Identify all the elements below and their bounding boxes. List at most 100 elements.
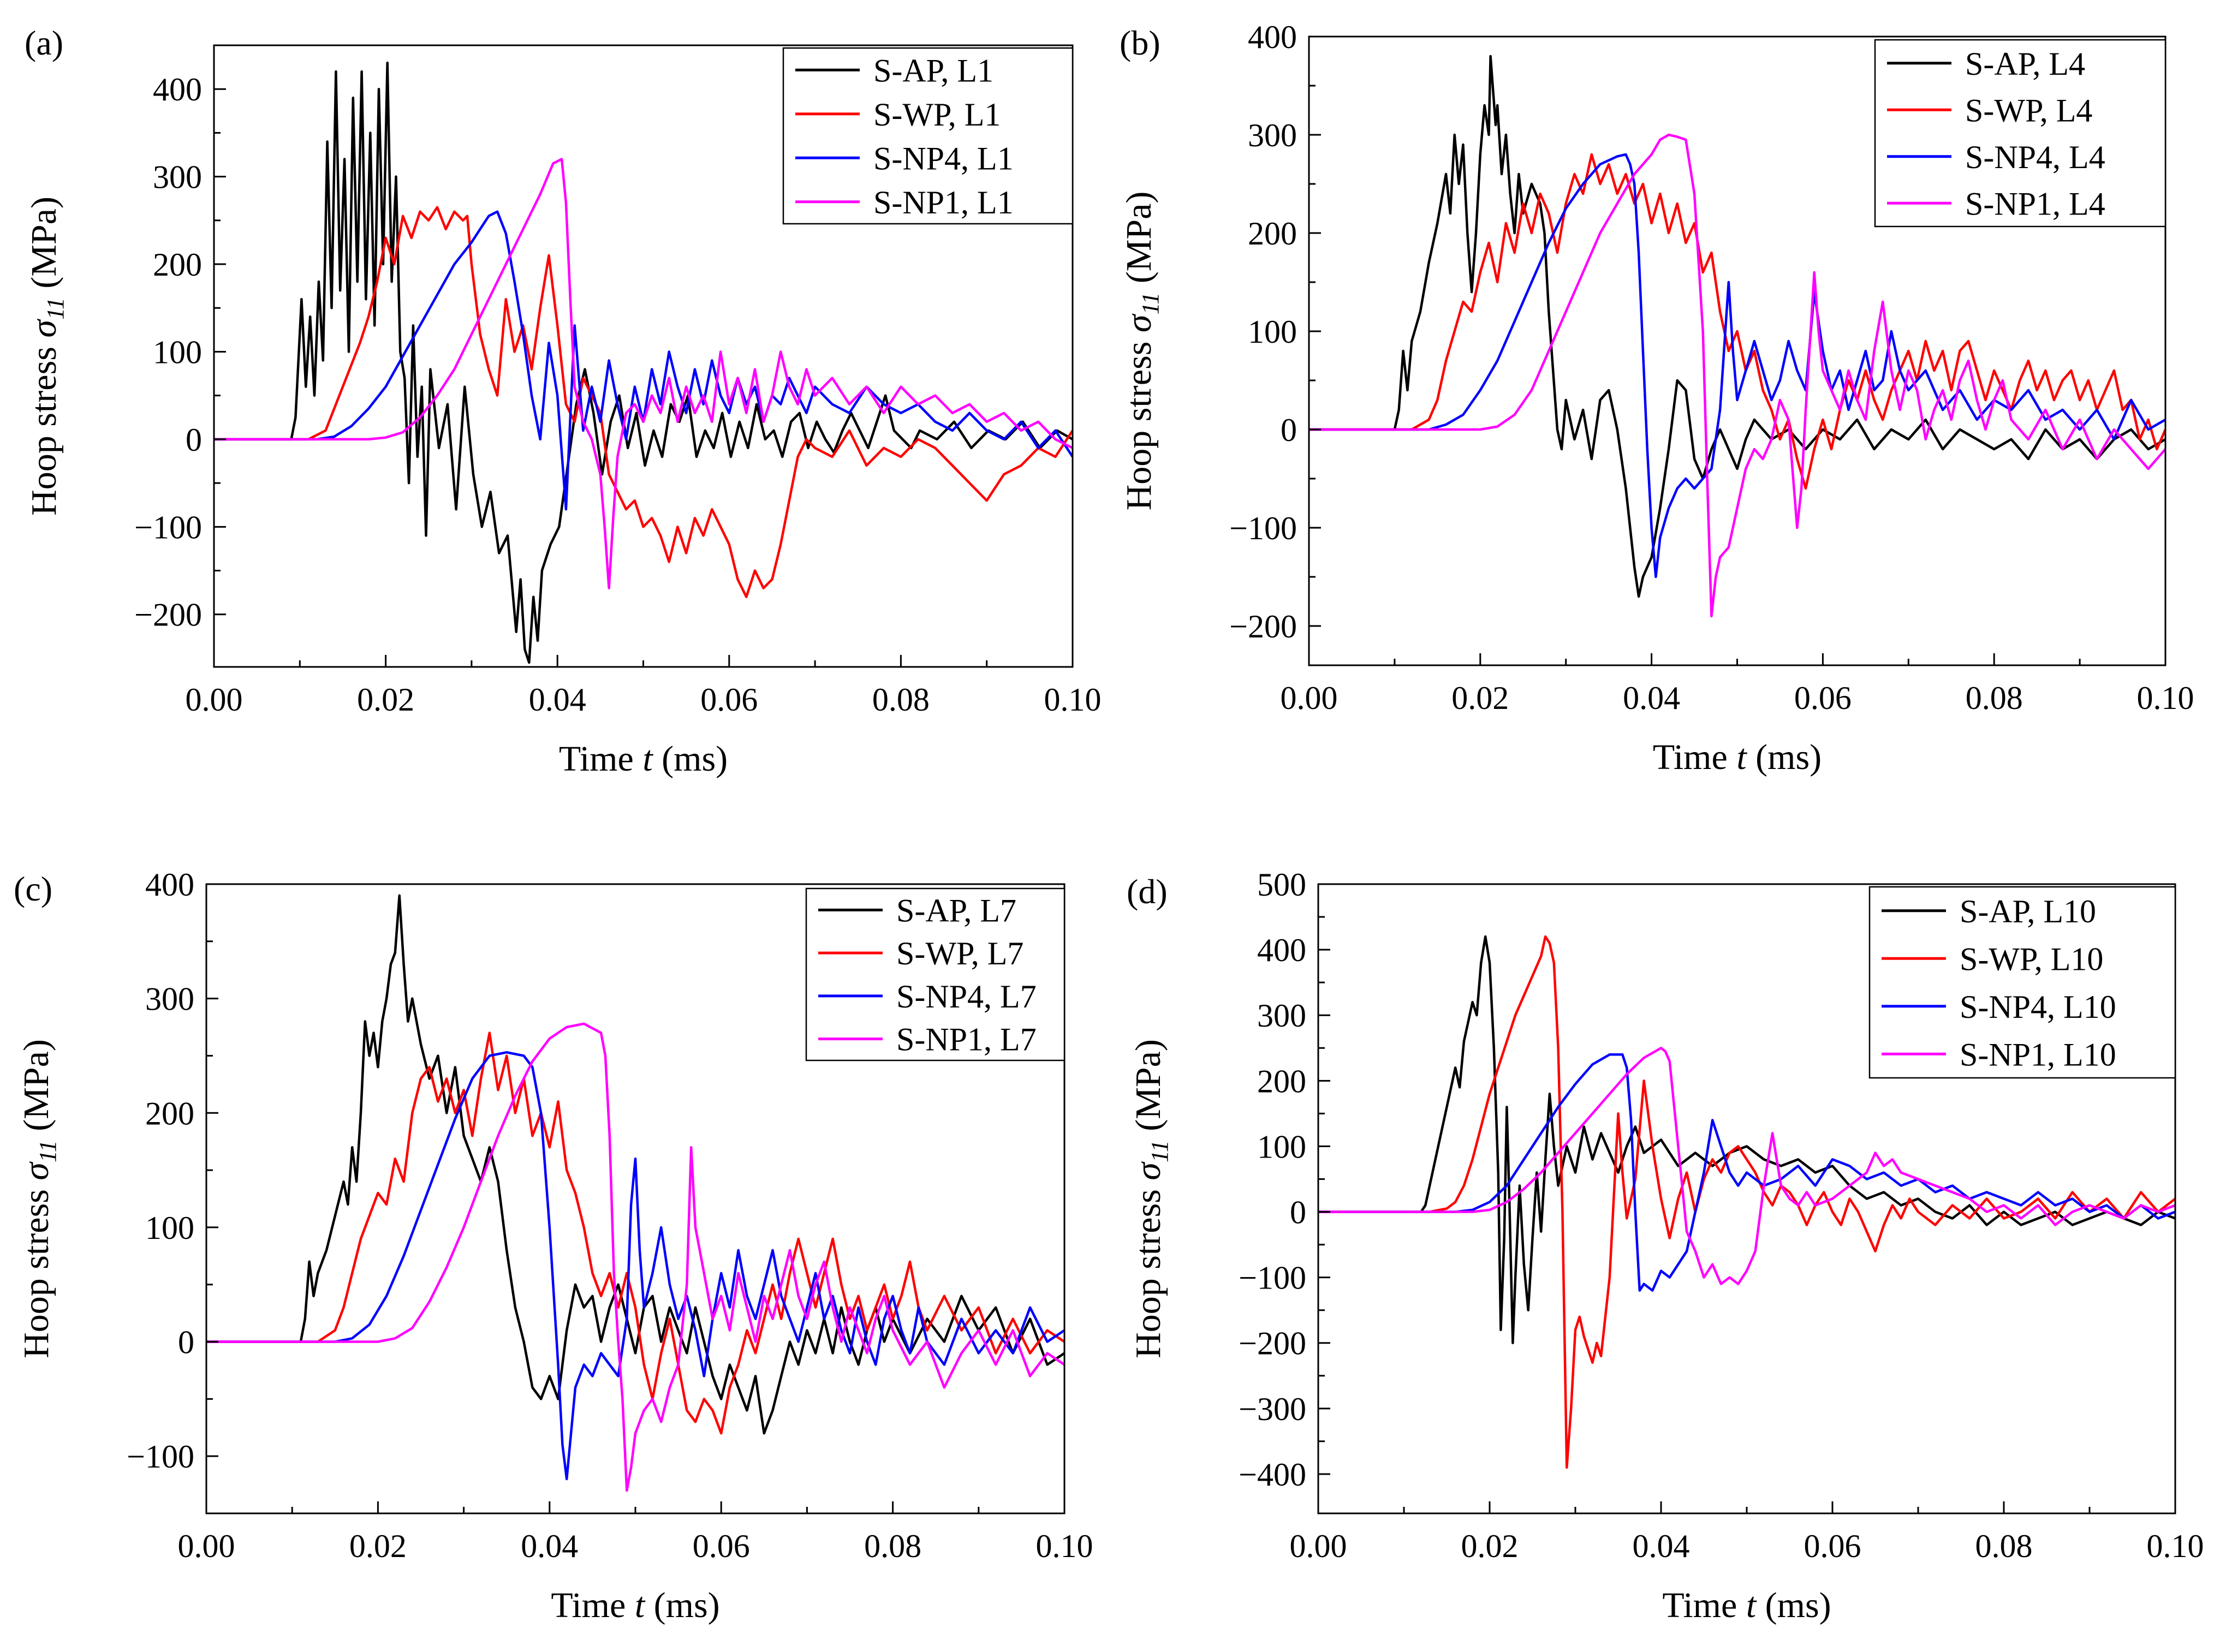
series-line-2 [214,206,1073,598]
x-tick-label: 0.00 [1290,1528,1347,1564]
x-tick-label: 0.08 [864,1528,921,1564]
legend-label: S-NP4, L7 [896,979,1037,1015]
legend-box [805,887,1066,1061]
legend: S-AP, L1 S-WP, L1 S-NP4, L1 S-NP1, L1 [782,47,1074,225]
x-tick-label: 0.04 [529,682,586,718]
series-line-3 [1309,153,2165,579]
x-tick-label: 0.10 [1036,1528,1093,1564]
x-tick-label: 0.06 [693,1528,750,1564]
series-line-1 [206,894,1064,1435]
y-tick-label: 0 [1290,1195,1306,1231]
series-line-4 [1309,133,2165,618]
series-line-2 [1318,935,2175,1469]
y-tick-label: 0 [1281,412,1297,448]
legend: S-AP, L7 S-WP, L7 S-NP4, L7 S-NP1, L7 [805,887,1066,1061]
panel-b: 0.00 0.02 0.04 0.06 0.08 0.10 −200 −100 0 100 200 3… [1119,19,2194,777]
y-tick-label: 400 [153,71,202,108]
legend-label: S-NP1, L1 [873,184,1014,220]
series-line-4 [206,1022,1064,1492]
legend-label: S-WP, L10 [1960,941,2103,977]
x-tick-label: 0.04 [1623,680,1680,716]
x-tick-label: 0.02 [357,682,414,718]
legend-box [1868,886,2176,1079]
y-tick-label: −100 [1229,510,1297,546]
y-tick-label: 200 [145,1095,194,1131]
y-tick-label: −300 [1239,1391,1306,1427]
series-line-1 [1309,55,2165,598]
y-tick-label: 500 [1257,867,1306,903]
x-tick-label: 0.08 [1975,1528,2033,1564]
series-line-1 [1318,935,2175,1344]
legend: S-AP, L10 S-WP, L10 S-NP4, L10 S-NP1, L10 [1868,886,2176,1079]
y-tick-label: 100 [1257,1129,1306,1165]
legend: S-AP, L4 S-WP, L4 S-NP4, L4 S-NP1, L4 [1874,39,2167,228]
x-tick-label: 0.04 [1633,1528,1690,1564]
y-tick-label: −100 [134,509,202,545]
y-axis-title: Hoop stress σ11 (MPa) [1128,1039,1173,1358]
y-axis-title: Hoop stress σ11 (MPa) [16,1039,61,1358]
legend-label: S-NP4, L10 [1960,989,2116,1025]
y-tick-label: 300 [145,981,194,1017]
legend-box [1874,39,2167,228]
series-line-4 [1318,1047,2175,1285]
legend-label: S-WP, L7 [896,935,1023,971]
x-tick-label: 0.06 [1794,680,1852,716]
x-tick-label: 0.06 [700,682,758,718]
legend-label: S-AP, L4 [1965,46,2085,82]
legend-label: S-AP, L7 [896,892,1016,928]
series-line-1 [214,61,1073,664]
series-line-3 [206,1051,1064,1481]
x-axis-title: Time t (ms) [1653,737,1822,777]
x-axis-title: Time t (ms) [559,739,728,779]
x-tick-label: 0.10 [2137,680,2194,716]
x-tick-label: 0.08 [1966,680,2023,716]
x-tick-label: 0.00 [1281,680,1338,716]
y-tick-label: −200 [134,597,202,633]
y-tick-label: 200 [1257,1063,1306,1099]
x-tick-label: 0.00 [178,1528,235,1564]
series-line-3 [214,210,1073,511]
series-line-4 [214,158,1073,589]
y-axis-title: Hoop stress σ11 (MPa) [24,196,69,516]
legend-label: S-AP, L10 [1960,893,2096,929]
y-tick-label: 300 [1248,117,1297,153]
legend-label: S-NP1, L7 [896,1022,1037,1058]
legend-box [782,47,1074,225]
y-tick-label: 200 [1248,216,1297,252]
panel-label: (b) [1120,23,1160,62]
legend-label: S-WP, L1 [873,97,1001,133]
y-axis-title: Hoop stress σ11 (MPa) [1119,192,1164,511]
y-tick-label: −100 [127,1439,194,1475]
series-line-3 [1318,1053,2175,1292]
panel-c: 0.00 0.02 0.04 0.06 0.08 0.10 −100 0 100 200 300 40… [14,867,1093,1625]
x-tick-label: 0.02 [1451,680,1509,716]
y-tick-label: 200 [153,247,202,283]
x-tick-label: 0.04 [521,1528,578,1564]
panel-label: (d) [1127,872,1168,911]
x-tick-label: 0.02 [1461,1528,1519,1564]
y-tick-label: 400 [1257,932,1306,968]
legend-label: S-AP, L1 [873,52,993,88]
panel-d: 0.00 0.02 0.04 0.06 0.08 0.10 −400 −300 −200 −100… [1127,867,2204,1625]
legend-label: S-WP, L4 [1965,92,2092,128]
y-tick-label: 0 [178,1325,194,1361]
y-tick-label: −200 [1239,1326,1306,1362]
panel-label: (a) [25,23,63,62]
y-tick-label: −400 [1239,1457,1306,1493]
x-tick-label: 0.10 [2147,1528,2204,1564]
y-tick-label: 400 [1248,19,1297,55]
x-tick-label: 0.06 [1804,1528,1861,1564]
legend-label: S-NP4, L4 [1965,139,2105,175]
y-tick-label: 100 [145,1210,194,1246]
x-axis-title: Time t (ms) [551,1585,719,1625]
panel-label: (c) [14,869,52,908]
y-tick-label: 400 [145,867,194,903]
panel-a: 0.00 0.02 0.04 0.06 0.08 0.10 −200 −100 0 100 200 3… [24,23,1102,779]
y-tick-label: 300 [153,159,202,195]
y-tick-label: 0 [186,422,202,458]
legend-label: S-NP4, L1 [873,140,1014,176]
series-line-2 [206,1031,1064,1435]
y-tick-label: 100 [153,334,202,370]
y-tick-label: 300 [1257,998,1306,1034]
